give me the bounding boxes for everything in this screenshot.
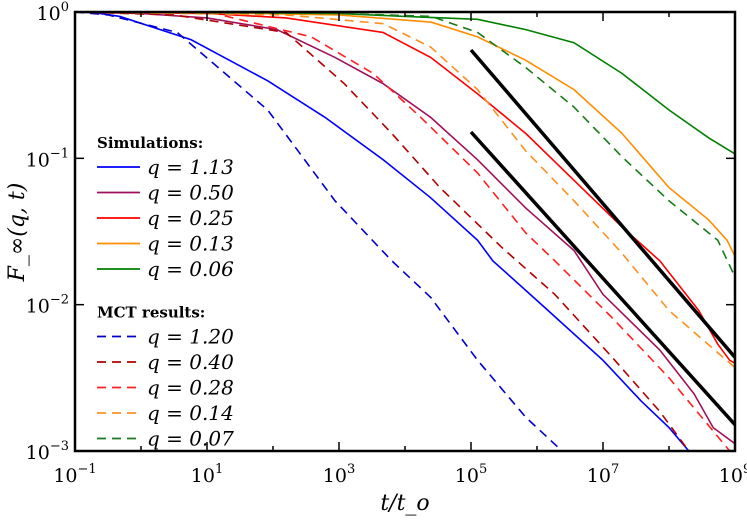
legend-header: Simulations: bbox=[97, 134, 203, 152]
y-tick-label: 10−2 bbox=[26, 293, 69, 318]
series-line-113-solid bbox=[75, 12, 690, 451]
series-line-025-solid bbox=[75, 12, 735, 364]
series-line-028-dashed bbox=[75, 12, 731, 451]
y-tick-label: 10−1 bbox=[26, 146, 69, 171]
x-axis-label: t/t_o bbox=[380, 491, 429, 516]
y-tick-label: 100 bbox=[37, 0, 69, 25]
series-line-006-solid bbox=[75, 12, 735, 155]
series-line-007-dashed bbox=[75, 12, 735, 278]
x-tick-label: 105 bbox=[455, 462, 487, 487]
series-line-014-dashed bbox=[75, 12, 735, 369]
power-law-reference-line-1 bbox=[469, 48, 735, 359]
legend-label: q = 0.28 bbox=[147, 376, 234, 400]
series-line-050-solid bbox=[75, 12, 735, 445]
x-tick-label: 101 bbox=[191, 462, 223, 487]
y-axis-label: F_∞(q, t) bbox=[5, 183, 30, 283]
legend-label: q = 0.07 bbox=[147, 427, 234, 451]
legend-label: q = 0.06 bbox=[147, 257, 234, 281]
x-tick-label: 109 bbox=[719, 462, 747, 487]
legend-label: q = 1.20 bbox=[147, 325, 234, 349]
legend-label: q = 0.13 bbox=[147, 232, 234, 256]
power-law-reference-line-2 bbox=[469, 130, 735, 426]
x-tick-label: 107 bbox=[587, 462, 619, 487]
legend-label: q = 0.14 bbox=[147, 401, 234, 425]
legend-label: q = 0.25 bbox=[147, 206, 234, 230]
y-tick-label: 10−3 bbox=[26, 439, 69, 464]
legend-header: MCT results: bbox=[97, 304, 205, 322]
legend-label: q = 0.50 bbox=[147, 181, 234, 205]
x-tick-label: 103 bbox=[323, 462, 355, 487]
x-tick-label: 10−1 bbox=[53, 462, 96, 487]
series-line-120-dashed bbox=[75, 12, 563, 451]
legend-label: q = 1.13 bbox=[147, 155, 234, 179]
series-line-013-solid bbox=[75, 12, 735, 257]
legend-label: q = 0.40 bbox=[147, 350, 234, 374]
series-line-040-dashed bbox=[75, 12, 690, 451]
